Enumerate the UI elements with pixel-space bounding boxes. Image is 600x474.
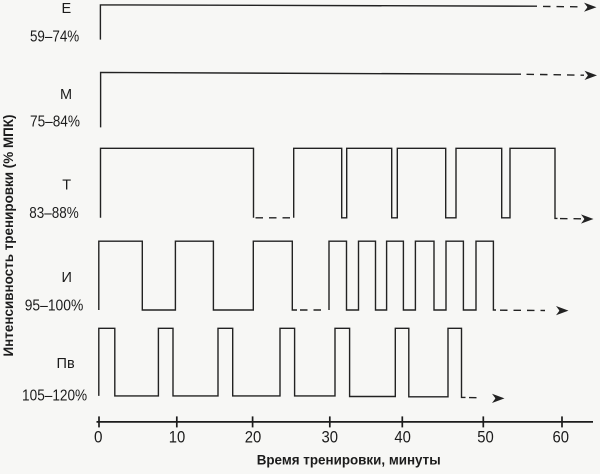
svg-text:40: 40 bbox=[394, 429, 411, 447]
svg-text:Е: Е bbox=[61, 1, 71, 17]
svg-text:60: 60 bbox=[553, 429, 570, 447]
svg-text:50: 50 bbox=[477, 429, 494, 447]
svg-text:10: 10 bbox=[169, 429, 186, 447]
svg-text:75–84%: 75–84% bbox=[30, 113, 80, 130]
svg-text:Интенсивность тренировки (% МП: Интенсивность тренировки (% МПК) bbox=[0, 115, 16, 357]
svg-text:95–100%: 95–100% bbox=[25, 297, 84, 314]
svg-text:Т: Т bbox=[62, 178, 71, 194]
svg-text:83–88%: 83–88% bbox=[29, 205, 78, 222]
svg-text:20: 20 bbox=[245, 429, 262, 447]
svg-text:И: И bbox=[61, 270, 71, 286]
svg-text:0: 0 bbox=[94, 429, 103, 447]
svg-text:Пв: Пв bbox=[57, 356, 75, 372]
svg-text:30: 30 bbox=[322, 429, 339, 447]
svg-text:105–120%: 105–120% bbox=[22, 387, 87, 404]
svg-text:М: М bbox=[60, 87, 72, 103]
svg-text:59–74%: 59–74% bbox=[30, 28, 79, 45]
svg-text:Время тренировки, минуты: Время тренировки, минуты bbox=[257, 452, 441, 468]
